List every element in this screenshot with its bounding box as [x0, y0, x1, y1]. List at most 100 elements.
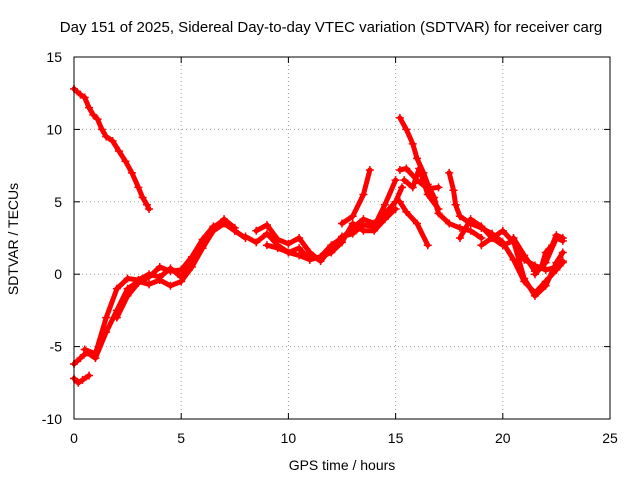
x-tick-label: 20 — [495, 430, 511, 446]
series-arc-1 — [70, 84, 154, 214]
data-point-marker — [273, 235, 282, 244]
data-point-marker — [262, 241, 271, 250]
data-point-marker — [85, 103, 94, 112]
series-trace — [339, 167, 373, 226]
data-point-marker — [402, 207, 411, 216]
data-point-marker — [316, 252, 325, 261]
data-point-marker — [241, 232, 250, 241]
data-point-marker — [558, 257, 567, 266]
data-point-marker — [477, 234, 486, 242]
data-point-marker — [155, 262, 164, 271]
data-point-marker — [91, 349, 100, 358]
data-point-marker — [121, 157, 130, 166]
series-arc-3 — [70, 371, 94, 387]
plot-frame — [73, 56, 611, 420]
data-point-marker — [415, 164, 424, 173]
y-tick-label: 15 — [46, 49, 62, 65]
data-point-marker — [155, 273, 164, 282]
data-point-marker — [477, 241, 486, 250]
data-point-marker — [498, 241, 507, 250]
data-point-marker — [530, 291, 539, 300]
data-point-marker — [138, 193, 147, 202]
data-point-marker — [177, 265, 186, 274]
data-point-marker — [166, 281, 175, 290]
data-point-marker — [74, 378, 83, 387]
data-point-marker — [466, 215, 475, 224]
data-point-marker — [284, 239, 293, 248]
series-arc-8 — [262, 205, 400, 264]
data-point-marker — [552, 262, 561, 271]
data-point-marker — [520, 251, 529, 260]
data-point-marker — [198, 235, 207, 244]
data-point-marker — [262, 229, 271, 238]
data-point-marker — [552, 231, 561, 240]
data-point-marker — [434, 183, 443, 192]
series-trace — [71, 86, 152, 212]
data-point-marker — [76, 90, 85, 99]
data-point-marker — [398, 183, 407, 192]
data-point-marker — [466, 226, 475, 235]
data-point-marker — [123, 274, 132, 283]
y-tick-label: -5 — [50, 339, 63, 355]
data-point-marker — [558, 248, 567, 257]
data-point-marker — [541, 248, 550, 257]
series-trace — [114, 219, 238, 321]
data-point-marker — [262, 220, 271, 229]
series-trace — [71, 373, 92, 386]
data-point-marker — [127, 168, 136, 177]
data-point-marker — [488, 234, 497, 242]
data-point-marker — [230, 226, 239, 235]
data-point-marker — [445, 168, 454, 177]
x-tick-label: 25 — [602, 430, 618, 446]
data-point-marker — [252, 226, 261, 235]
data-layer — [70, 84, 567, 387]
axis-ticks — [73, 56, 611, 420]
x-tick-label: 10 — [281, 430, 297, 446]
data-point-marker — [498, 226, 507, 235]
data-point-marker — [408, 139, 417, 148]
series-arc-9 — [338, 165, 374, 228]
data-point-marker — [209, 222, 218, 231]
data-point-marker — [284, 248, 293, 257]
data-point-marker — [97, 125, 106, 134]
series-arc-12 — [395, 197, 432, 250]
data-point-marker — [177, 273, 186, 282]
data-point-marker — [327, 248, 336, 257]
data-point-marker — [305, 248, 314, 257]
data-point-marker — [402, 164, 411, 173]
y-tick-label: 5 — [54, 194, 62, 210]
data-point-marker — [449, 186, 458, 195]
data-point-marker — [85, 371, 94, 380]
tick-labels: 0 5 10 15 20 25 -10 -5 0 5 10 15 — [42, 49, 618, 446]
series-arc-5 — [112, 218, 239, 322]
data-point-marker — [187, 252, 196, 261]
data-point-marker — [451, 200, 460, 209]
data-point-marker — [395, 197, 404, 206]
data-point-marker — [102, 132, 111, 141]
data-point-marker — [359, 226, 368, 235]
data-point-marker — [413, 219, 422, 228]
y-tick-label: 10 — [46, 121, 62, 137]
data-point-marker — [338, 219, 346, 228]
data-point-marker — [220, 218, 229, 227]
data-point-marker — [93, 115, 102, 124]
data-point-marker — [541, 265, 550, 274]
data-point-marker — [115, 147, 124, 156]
data-point-marker — [142, 200, 151, 209]
data-point-marker — [395, 113, 404, 122]
data-point-marker — [434, 205, 443, 214]
data-point-marker — [537, 262, 546, 271]
data-point-marker — [530, 270, 539, 279]
data-point-marker — [455, 212, 464, 221]
data-point-marker — [348, 219, 357, 228]
data-point-marker — [134, 278, 143, 287]
data-point-marker — [391, 205, 400, 214]
data-point-marker — [455, 223, 464, 232]
x-axis-label: GPS time / hours — [289, 457, 396, 473]
y-axis-label: SDTVAR / TECUs — [5, 183, 21, 295]
data-point-marker — [509, 255, 518, 264]
data-point-marker — [305, 255, 314, 264]
chart-title: Day 151 of 2025, Sidereal Day-to-day VTE… — [60, 19, 602, 36]
data-point-marker — [102, 313, 111, 322]
x-tick-label: 0 — [70, 430, 78, 446]
